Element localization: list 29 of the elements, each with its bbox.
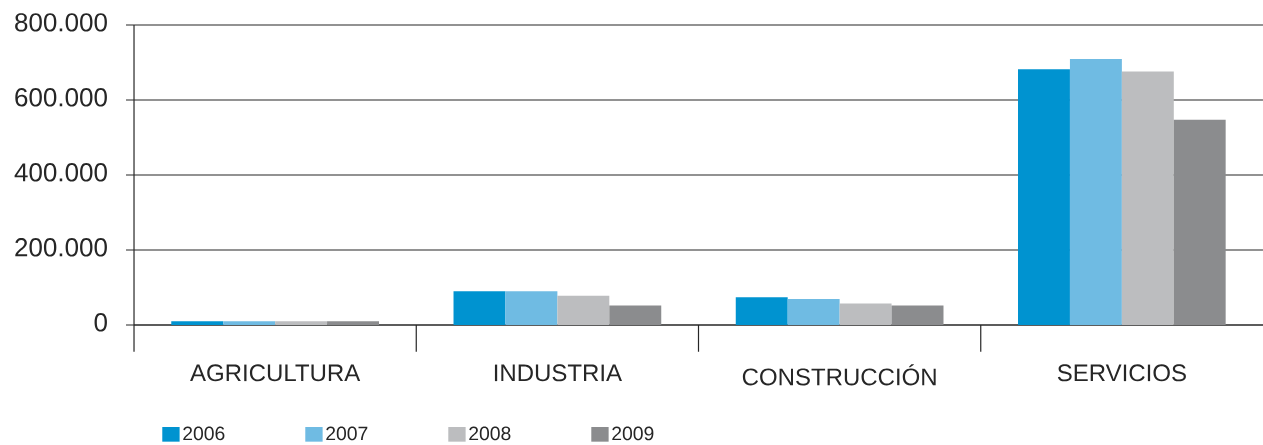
y-tick-label: 400.000 — [14, 163, 107, 182]
y-tick-label: 800.000 — [15, 13, 107, 32]
y-tick-label: 200.000 — [15, 238, 107, 257]
legend-label: 2007 — [326, 426, 368, 441]
legend-label: 2006 — [183, 426, 225, 441]
bar — [171, 321, 224, 325]
bar — [1069, 59, 1122, 325]
bar — [453, 291, 506, 325]
bar — [1018, 69, 1070, 325]
bar — [327, 321, 379, 325]
y-tick-label: 600.000 — [15, 88, 107, 107]
x-tick-label: SERVICIOS — [1057, 364, 1186, 382]
x-tick-label: INDUSTRIA — [494, 364, 622, 382]
bar — [1121, 71, 1174, 325]
x-tick-label: CONSTRUCCIÓN — [742, 364, 936, 386]
bar — [557, 295, 610, 325]
bar — [275, 321, 328, 325]
x-tick-label: AGRICULTURA — [190, 364, 361, 382]
bar — [787, 299, 840, 325]
bar — [735, 297, 788, 325]
bar — [891, 305, 944, 325]
y-tick-label: 0 — [94, 313, 107, 332]
bar — [505, 291, 558, 325]
bar — [1173, 119, 1226, 325]
legend-label: 2008 — [469, 426, 511, 441]
bar — [609, 305, 662, 325]
legend-label: 2009 — [612, 426, 654, 441]
bar — [223, 321, 276, 325]
bar — [839, 303, 892, 325]
